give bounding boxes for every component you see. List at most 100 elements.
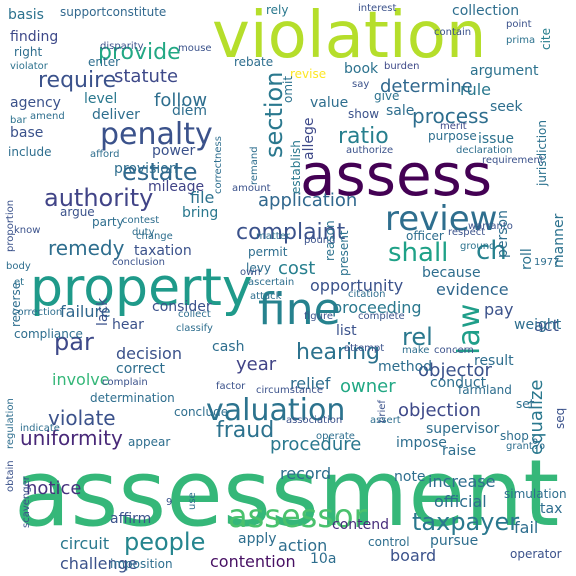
cloud-word: complain <box>102 377 148 388</box>
cloud-word: contend <box>332 517 389 533</box>
cloud-word: indicate <box>20 423 60 434</box>
cloud-word: challenge <box>60 554 138 573</box>
cloud-word: pay <box>484 300 514 319</box>
cloud-word: officer <box>406 229 444 243</box>
cloud-word: respect <box>448 227 486 238</box>
cloud-word: list <box>336 323 357 339</box>
cloud-word: scavenger <box>21 476 32 528</box>
cloud-word: raise <box>442 443 477 459</box>
cloud-word: tax <box>540 501 563 517</box>
cloud-word: statute <box>114 66 179 87</box>
cloud-word: know <box>14 225 41 236</box>
cloud-word: ch <box>476 236 507 266</box>
cloud-word: correction <box>12 307 63 318</box>
cloud-word: burden <box>384 61 420 72</box>
cloud-word: supportconstitute <box>60 5 167 19</box>
cloud-word: method <box>378 359 433 375</box>
cloud-word: complete <box>358 311 405 322</box>
cloud-word: show <box>348 107 380 121</box>
cloud-word: book <box>344 61 379 77</box>
cloud-word: procedure <box>270 434 362 455</box>
cloud-word: hear <box>112 317 144 333</box>
cloud-word: remedy <box>48 236 125 260</box>
cloud-word: owner <box>340 376 396 397</box>
cloud-word: rel <box>402 323 433 351</box>
cloud-word: afford <box>90 149 120 160</box>
cloud-word: ascertain <box>248 277 295 288</box>
cloud-word: process <box>412 104 489 128</box>
cloud-word: diem <box>172 103 208 119</box>
cloud-word: change <box>136 231 173 242</box>
cloud-word: pursue <box>430 533 479 549</box>
cloud-word: action <box>278 536 328 555</box>
cloud-word: make <box>402 345 430 356</box>
cloud-word: obtain <box>5 460 16 492</box>
cloud-word: 10a <box>310 551 337 567</box>
cloud-word: year <box>236 354 277 375</box>
cloud-word: amount <box>232 183 271 194</box>
cloud-word: say <box>352 79 370 90</box>
cloud-word: grant <box>506 441 533 452</box>
cloud-word: circuit <box>60 534 110 553</box>
cloud-word: omit <box>281 75 295 103</box>
cloud-word: correct <box>116 361 166 377</box>
cloud-word: right <box>14 45 43 59</box>
cloud-word: merit <box>440 121 467 132</box>
cloud-word: par <box>54 328 94 356</box>
cloud-word: association <box>286 415 343 426</box>
cloud-word: value <box>310 95 349 111</box>
cloud-word: increase <box>428 472 496 491</box>
cloud-word: consider <box>152 299 212 315</box>
cloud-word: basis <box>8 7 44 23</box>
cloud-word: base <box>10 125 44 141</box>
cloud-word: opportunity <box>310 276 404 295</box>
cloud-word: objector <box>418 360 492 381</box>
cloud-word: argue <box>60 205 95 219</box>
cloud-word: reverse <box>9 281 23 327</box>
cloud-word: 1977 <box>534 257 560 268</box>
cloud-word: taxation <box>134 243 192 259</box>
cloud-word: result <box>474 353 514 369</box>
cloud-word: factor <box>216 381 246 392</box>
cloud-word: power <box>152 143 196 159</box>
cloud-word: regulation <box>5 398 16 449</box>
cloud-word: bar <box>10 115 27 126</box>
cloud-word: operate <box>316 431 355 442</box>
cloud-word: collection <box>452 3 520 19</box>
cloud-word: person <box>495 210 511 258</box>
cloud-word: estate <box>122 158 198 186</box>
cloud-word: cost <box>278 258 316 279</box>
cloud-word: declaration <box>456 145 513 156</box>
cloud-word: classify <box>176 323 213 334</box>
cloud-word: note <box>394 469 426 485</box>
cloud-word: levy <box>246 261 271 275</box>
cloud-word: property <box>30 258 253 318</box>
cloud-word: warranto <box>468 221 513 232</box>
cloud-word: seq <box>553 407 567 429</box>
cloud-word: conclude <box>174 405 229 419</box>
cloud-word: assessor <box>228 497 367 535</box>
cloud-word: reason <box>323 220 337 261</box>
cloud-word: requirement <box>482 155 544 166</box>
cloud-word: cash <box>212 339 245 355</box>
cloud-word: 9 <box>166 497 173 508</box>
cloud-word: pound <box>304 235 336 246</box>
cloud-word: shop <box>500 429 529 443</box>
cloud-word: simulation <box>504 487 567 501</box>
cloud-word: prima <box>506 35 536 46</box>
cloud-word: operator <box>510 547 562 561</box>
cloud-word: provide <box>98 40 181 65</box>
cloud-word: control <box>368 535 410 549</box>
cloud-word: rely <box>266 3 289 17</box>
cloud-word: correctness <box>213 136 224 194</box>
cloud-word: compliance <box>14 327 83 341</box>
cloud-word: present <box>337 230 351 276</box>
cloud-word: circumstance <box>256 385 323 396</box>
cloud-word: appear <box>128 435 171 449</box>
cloud-word: relief <box>290 374 331 393</box>
cloud-word: remand <box>249 146 260 185</box>
cloud-word: finding <box>10 29 59 45</box>
cloud-word: permit <box>248 245 288 259</box>
cloud-word: contest <box>122 215 160 226</box>
